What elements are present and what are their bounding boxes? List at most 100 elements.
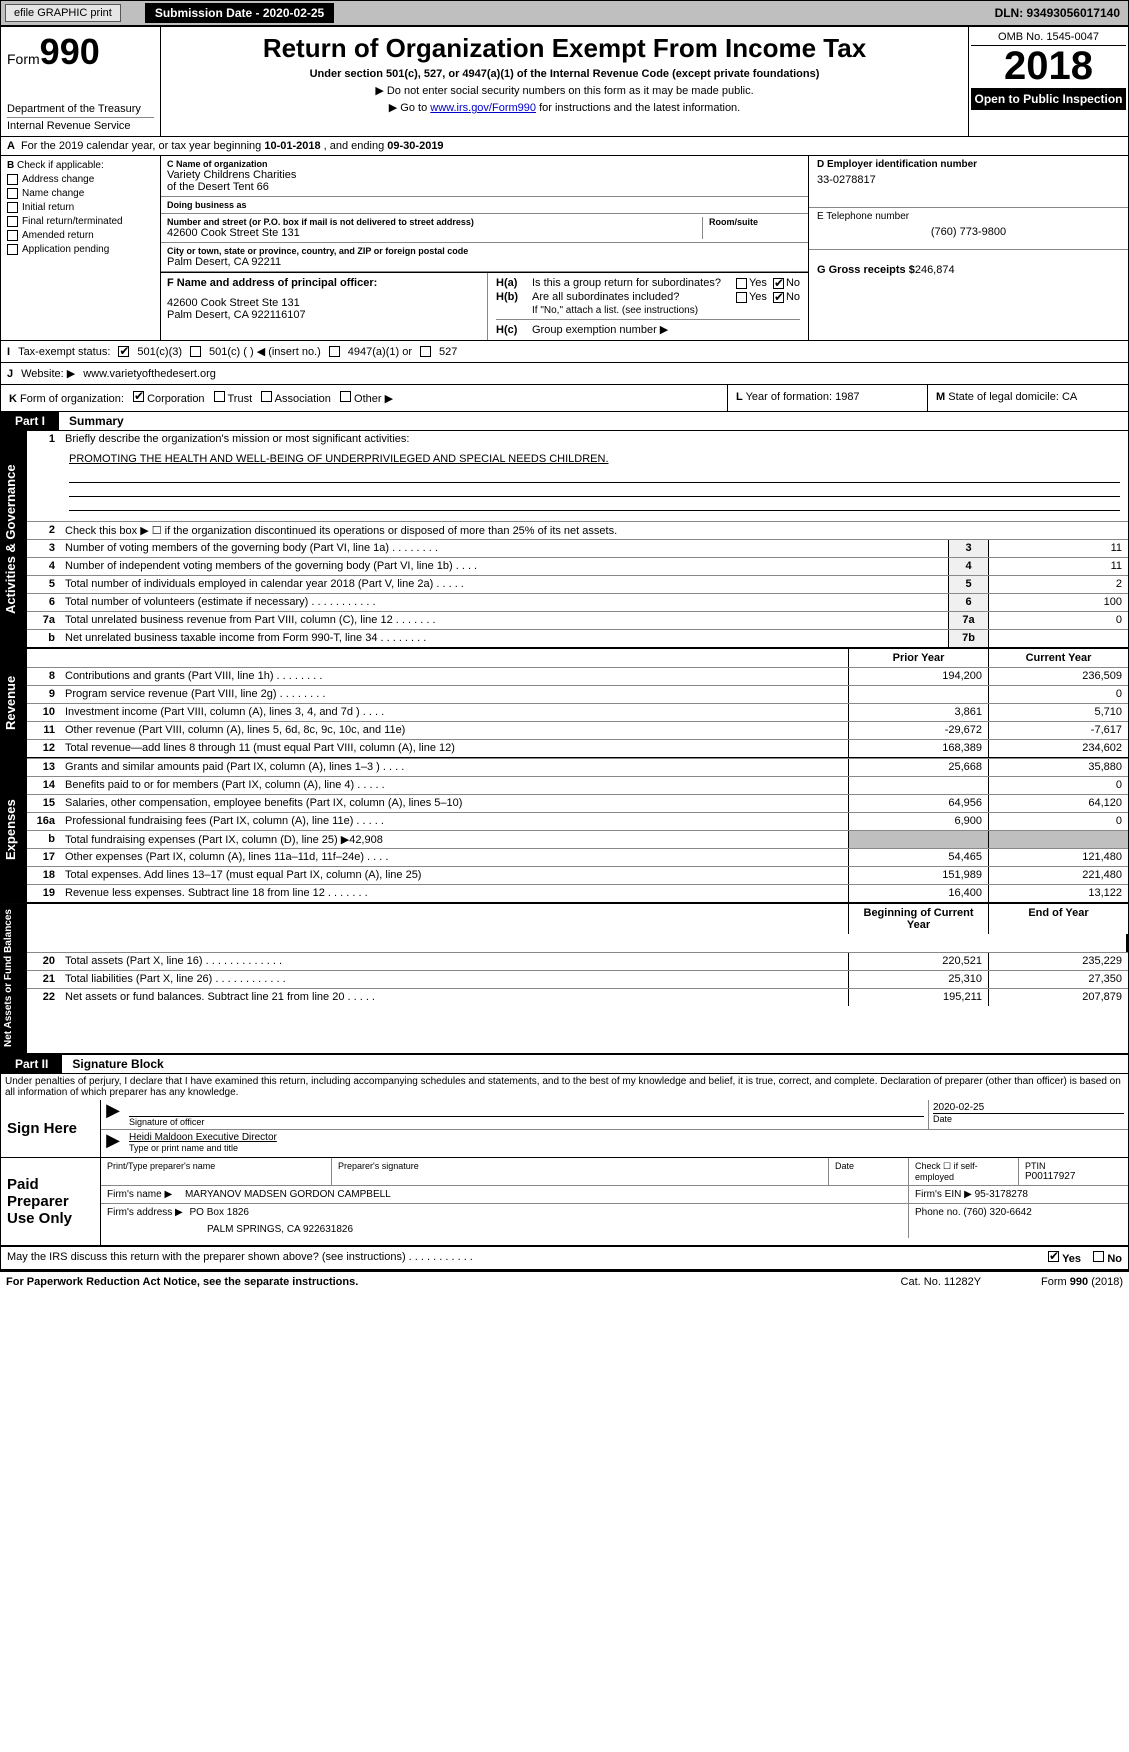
line-num: 20	[27, 953, 61, 970]
current-value: 0	[988, 777, 1128, 794]
checkbox[interactable]	[7, 188, 18, 199]
527-checkbox[interactable]	[420, 346, 431, 357]
line-num: 9	[27, 686, 61, 703]
sign-here-label: Sign Here	[1, 1100, 101, 1157]
summary-line: 5Total number of individuals employed in…	[27, 575, 1128, 593]
header-left: Form990 Department of the Treasury Inter…	[1, 27, 161, 136]
line-num: 15	[27, 795, 61, 812]
side-revenue: Revenue	[1, 648, 27, 757]
street-label: Number and street (or P.O. box if mail i…	[167, 217, 702, 227]
irs-link[interactable]: www.irs.gov/Form990	[430, 102, 536, 114]
penalty-text: Under penalties of perjury, I declare th…	[1, 1074, 1128, 1100]
check-label: Final return/terminated	[22, 216, 123, 227]
checkbox[interactable]	[7, 230, 18, 241]
header-right: OMB No. 1545-0047 2018 Open to Public In…	[968, 27, 1128, 136]
row-klm: K Form of organization: Corporation Trus…	[1, 384, 1128, 411]
form-header: Form990 Department of the Treasury Inter…	[1, 27, 1128, 137]
assoc-checkbox[interactable]	[261, 391, 272, 402]
prior-value: 64,956	[848, 795, 988, 812]
line1-num: 1	[27, 431, 61, 449]
prior-value	[848, 686, 988, 703]
hb-no-checkbox[interactable]	[773, 292, 784, 303]
label-k: K	[9, 393, 17, 405]
line-box: 7a	[948, 612, 988, 629]
part1-header: Part I Summary	[1, 411, 1128, 431]
yes-label2: Yes	[749, 291, 767, 303]
line-desc: Total number of individuals employed in …	[61, 576, 948, 593]
form-label: Form	[7, 51, 40, 67]
state-domicile-label: State of legal domicile:	[948, 391, 1062, 403]
line-value: 11	[988, 558, 1128, 575]
ha-no-checkbox[interactable]	[773, 278, 784, 289]
4947-checkbox[interactable]	[329, 346, 340, 357]
prior-value: 3,861	[848, 704, 988, 721]
current-value: 121,480	[988, 849, 1128, 866]
checkbox[interactable]	[7, 216, 18, 227]
tax-exempt-label: Tax-exempt status:	[18, 346, 110, 358]
part2-num: Part II	[1, 1055, 62, 1073]
line-box: 5	[948, 576, 988, 593]
line-num: 13	[27, 759, 61, 776]
preparer-phone-label: Phone no.	[915, 1207, 961, 1218]
summary-line: 17Other expenses (Part IX, column (A), l…	[27, 848, 1128, 866]
may-irs-yes-checkbox[interactable]	[1048, 1251, 1059, 1262]
current-value: 221,480	[988, 867, 1128, 884]
may-irs-no-checkbox[interactable]	[1093, 1251, 1104, 1262]
arrow-icon: ▶	[101, 1100, 125, 1129]
self-employed-check: Check ☐ if self-employed	[908, 1158, 1018, 1185]
footer-form-post: (2018)	[1088, 1276, 1123, 1288]
other-checkbox[interactable]	[340, 391, 351, 402]
firm-addr1: PO Box 1826	[190, 1207, 249, 1218]
line-desc: Total expenses. Add lines 13–17 (must eq…	[61, 867, 848, 884]
checkbox[interactable]	[7, 244, 18, 255]
opt-corp: Corporation	[147, 393, 204, 405]
dba-label: Doing business as	[167, 200, 802, 210]
hc-label: H(c)	[496, 324, 532, 336]
f-addr2: Palm Desert, CA 922116107	[167, 309, 481, 321]
firm-ein-label: Firm's EIN ▶	[915, 1189, 972, 1200]
summary-line: 21Total liabilities (Part X, line 26) . …	[27, 970, 1128, 988]
501c-checkbox[interactable]	[190, 346, 201, 357]
line-num: 10	[27, 704, 61, 721]
revenue-section: Revenue Prior Year Current Year 8Contrib…	[1, 648, 1128, 758]
part2-title: Signature Block	[62, 1057, 163, 1071]
firm-addr2: PALM SPRINGS, CA 922631826	[207, 1224, 902, 1235]
row-a: A For the 2019 calendar year, or tax yea…	[1, 137, 1128, 156]
label-i: I	[7, 346, 10, 358]
ha-text: Is this a group return for subordinates?	[532, 277, 730, 289]
check-if-applicable: Check if applicable:	[17, 160, 104, 171]
line-value: 100	[988, 594, 1128, 611]
row-a-begin: 10-01-2018	[264, 140, 320, 152]
line-box: 7b	[948, 630, 988, 647]
part2-header: Part II Signature Block	[1, 1054, 1128, 1074]
prior-value: 16,400	[848, 885, 988, 902]
line-desc: Number of voting members of the governin…	[61, 540, 948, 557]
k-cell: K Form of organization: Corporation Trus…	[1, 385, 728, 411]
501c3-checkbox[interactable]	[118, 346, 129, 357]
ha-yes-checkbox[interactable]	[736, 278, 747, 289]
line-num: 7a	[27, 612, 61, 629]
current-value: 13,122	[988, 885, 1128, 902]
efile-button[interactable]: efile GRAPHIC print	[5, 4, 121, 22]
may-irs-text: May the IRS discuss this return with the…	[7, 1251, 473, 1265]
prior-value: 195,211	[848, 989, 988, 1006]
corp-checkbox[interactable]	[133, 391, 144, 402]
checkbox[interactable]	[7, 174, 18, 185]
mission-blank-line	[69, 483, 1120, 497]
summary-line: 12Total revenue—add lines 8 through 11 (…	[27, 739, 1128, 757]
side-net-assets: Net Assets or Fund Balances	[1, 903, 27, 1053]
preparer-label: Paid Preparer Use Only	[1, 1158, 101, 1245]
hb-label: H(b)	[496, 291, 532, 303]
trust-checkbox[interactable]	[214, 391, 225, 402]
check-label: Amended return	[22, 230, 94, 241]
prior-value: -29,672	[848, 722, 988, 739]
line-desc: Net assets or fund balances. Subtract li…	[61, 989, 848, 1006]
ptin-value: P00117927	[1025, 1171, 1122, 1182]
checkbox[interactable]	[7, 202, 18, 213]
no-label: No	[786, 277, 800, 289]
form-subtitle: Under section 501(c), 527, or 4947(a)(1)…	[171, 68, 958, 80]
footer-form-pre: Form	[1041, 1276, 1070, 1288]
row-a-text: For the 2019 calendar year, or tax year …	[21, 137, 444, 155]
hb-yes-checkbox[interactable]	[736, 292, 747, 303]
summary-line: bTotal fundraising expenses (Part IX, co…	[27, 830, 1128, 848]
